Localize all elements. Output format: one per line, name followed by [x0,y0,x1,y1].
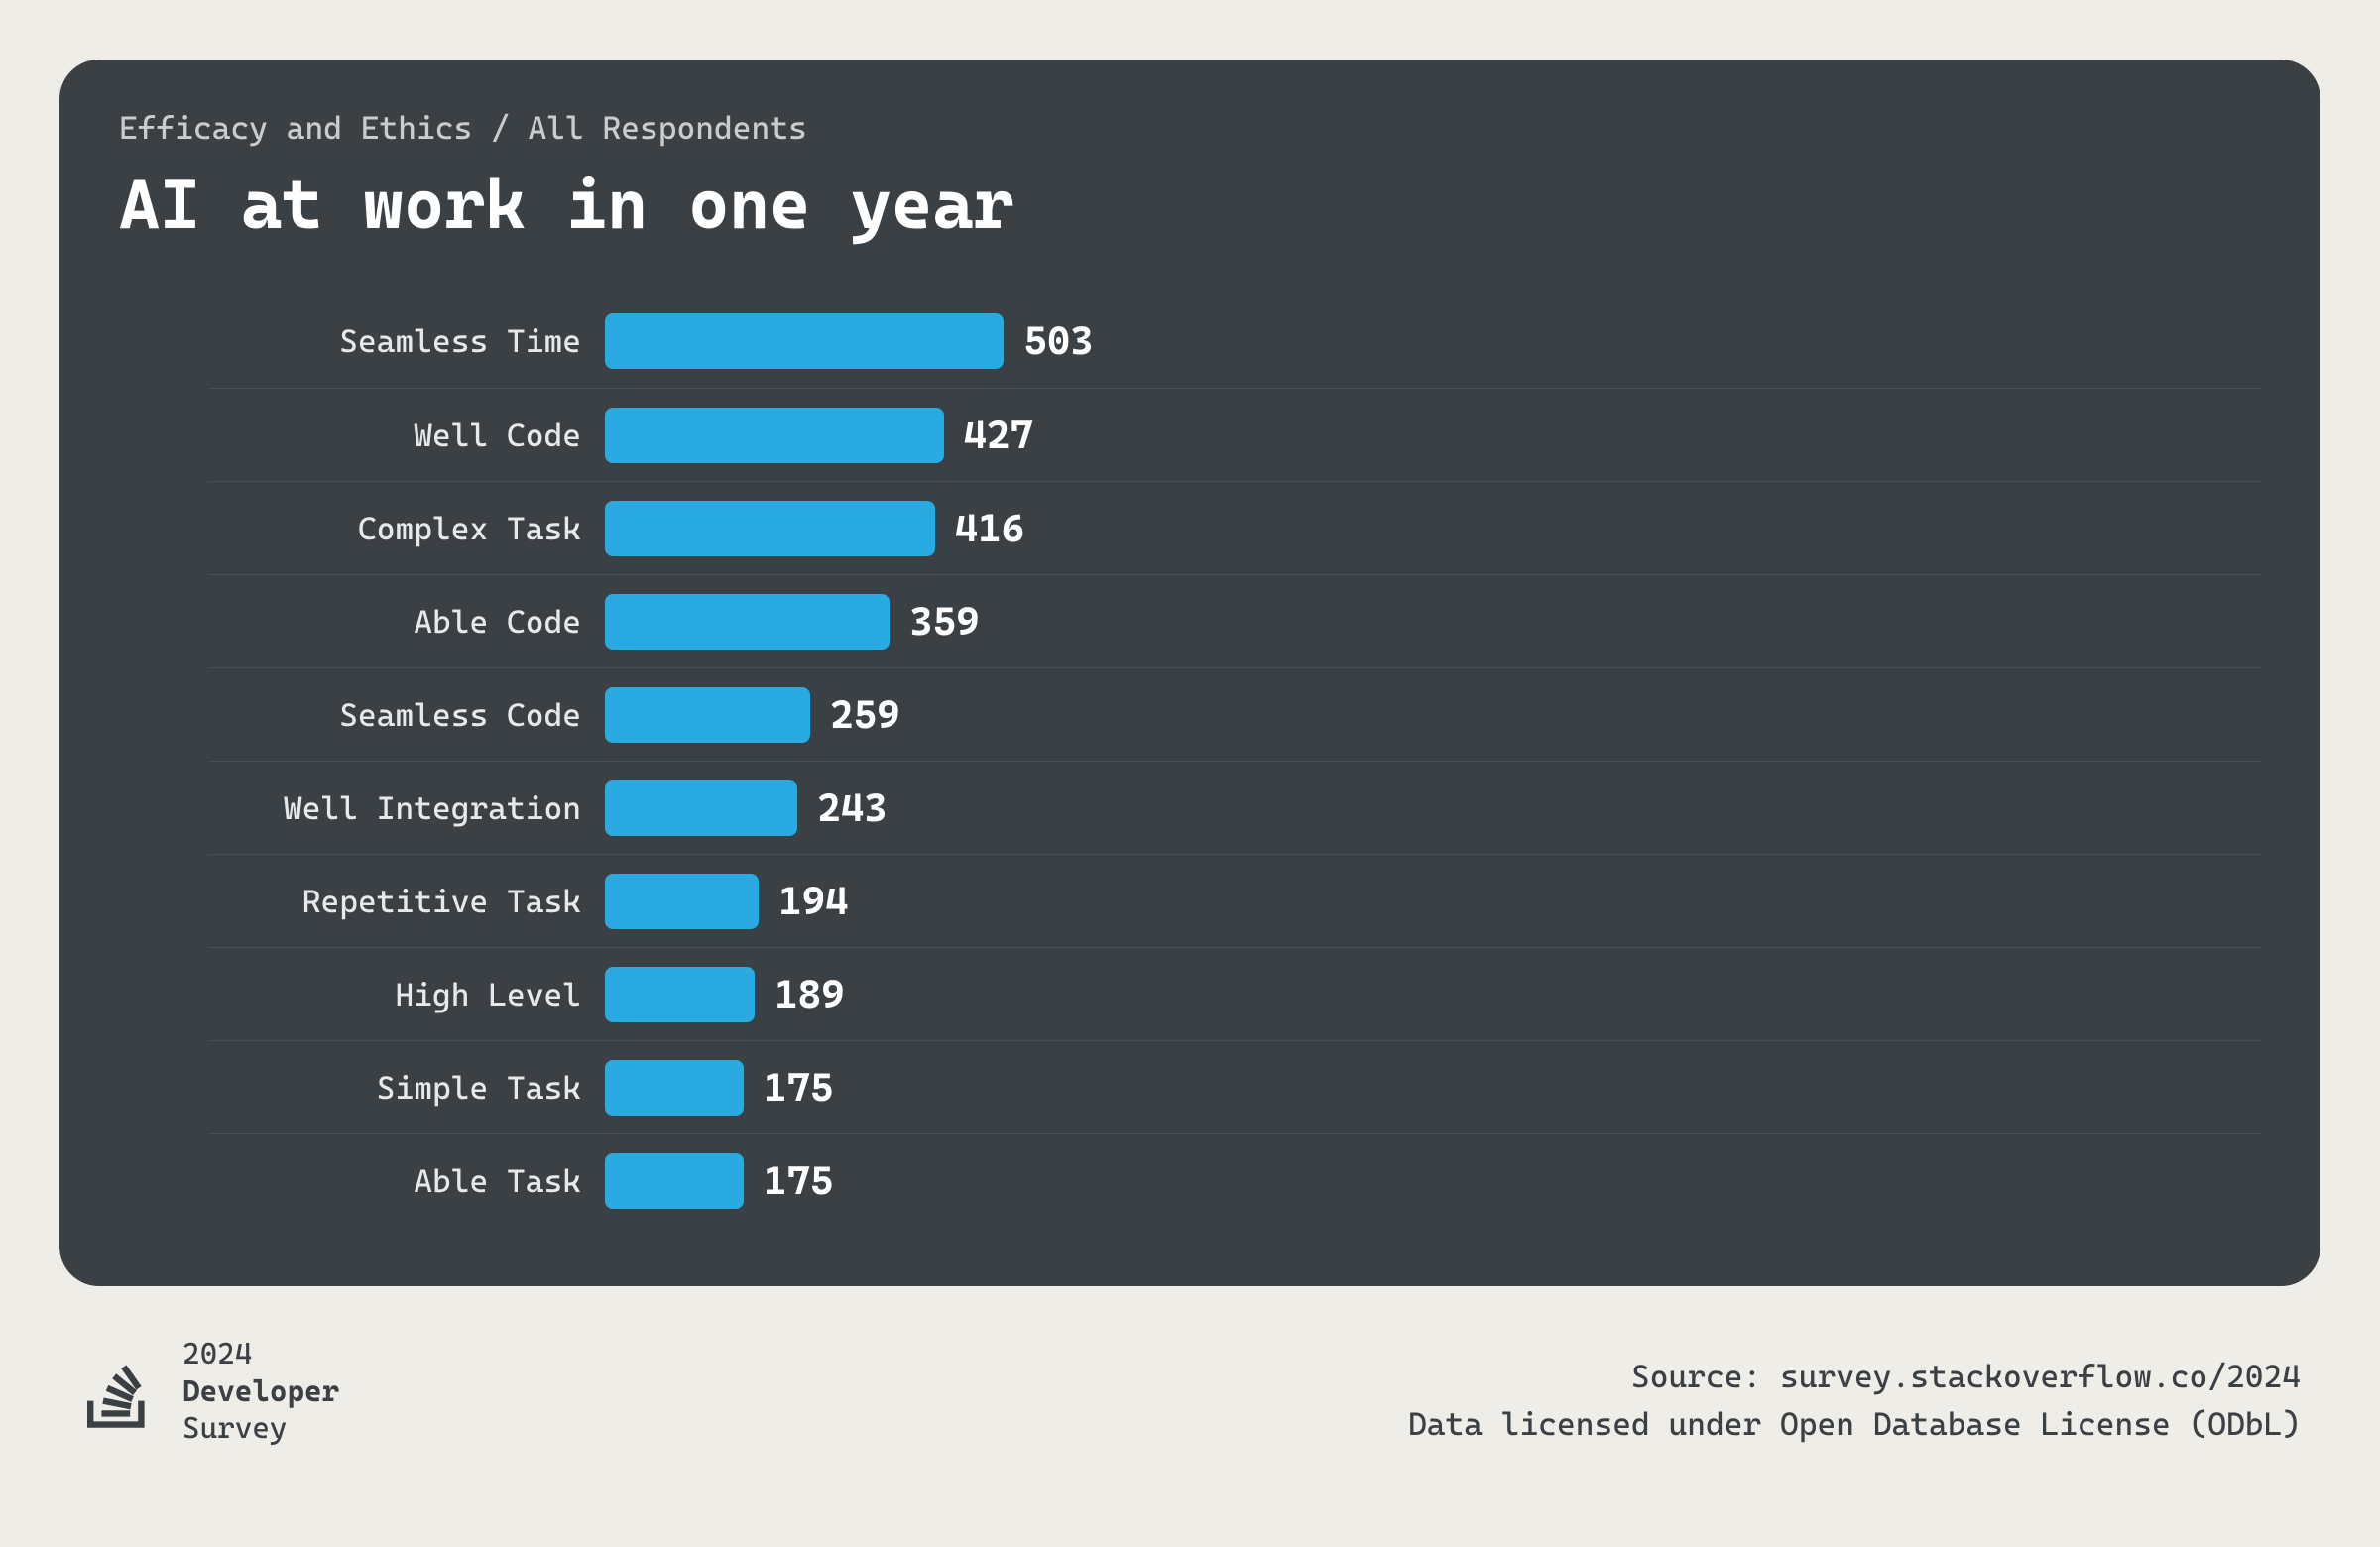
bar-label: Able Task [208,1162,605,1200]
bar-label: Repetitive Task [208,883,605,920]
bar-label: High Level [208,976,605,1013]
bar-label: Seamless Code [208,696,605,734]
bar-label: Complex Task [208,510,605,547]
bar-value: 194 [778,879,848,924]
chart-title: AI at work in one year [119,165,2261,245]
bar-chart: Seamless Time 503 Well Code 427 Complex Task… [119,295,2261,1227]
bar-value: 416 [955,506,1024,551]
bar-track: 175 [605,1153,2261,1209]
chart-row: Complex Task 416 [208,481,2261,574]
bar [605,501,935,556]
bar [605,408,944,463]
bar-value: 259 [830,692,899,738]
chart-row: Able Code 359 [208,574,2261,667]
footer-source: Source: survey.stackoverflow.co/2024 [1408,1353,2301,1400]
footer-license: Data licensed under Open Database Licens… [1408,1400,2301,1448]
footer: 2024 Developer Survey Source: survey.sta… [60,1286,2320,1448]
bar-track: 427 [605,408,2261,463]
chart-row: Seamless Time 503 [208,295,2261,388]
bar [605,874,759,929]
bar-track: 175 [605,1060,2261,1116]
bar [605,594,890,650]
bar [605,967,755,1022]
bar-value: 359 [909,599,979,645]
bar-track: 259 [605,687,2261,743]
bar-label: Simple Task [208,1069,605,1107]
chart-row: Well Integration 243 [208,761,2261,854]
footer-year: 2024 [182,1336,339,1373]
bar-track: 243 [605,780,2261,836]
footer-branding: 2024 Developer Survey [79,1336,339,1448]
bar [605,1153,744,1209]
bar-track: 503 [605,313,2261,369]
bar-value: 175 [764,1065,833,1111]
bar-value: 189 [774,972,844,1017]
bar [605,687,810,743]
breadcrumb: Efficacy and Ethics / All Respondents [119,109,2261,147]
bar-value: 427 [964,413,1033,458]
chart-row: Repetitive Task 194 [208,854,2261,947]
bar-track: 359 [605,594,2261,650]
footer-line2: Survey [182,1410,339,1448]
chart-row: Simple Task 175 [208,1040,2261,1133]
bar [605,313,1004,369]
bar-track: 189 [605,967,2261,1022]
chart-card: Efficacy and Ethics / All Respondents AI… [60,60,2320,1286]
chart-row: High Level 189 [208,947,2261,1040]
bar-label: Able Code [208,603,605,641]
chart-row: Seamless Code 259 [208,667,2261,761]
bar-track: 194 [605,874,2261,929]
bar-value: 503 [1023,318,1093,364]
footer-label: 2024 Developer Survey [182,1336,339,1448]
bar [605,780,797,836]
bar [605,1060,744,1116]
footer-line1: Developer [182,1373,339,1411]
bar-value: 175 [764,1158,833,1204]
chart-row: Well Code 427 [208,388,2261,481]
footer-attribution: Source: survey.stackoverflow.co/2024 Dat… [1408,1353,2301,1448]
bar-label: Well Code [208,416,605,454]
bar-label: Seamless Time [208,322,605,360]
bar-track: 416 [605,501,2261,556]
stackoverflow-logo-icon [79,1352,159,1431]
bar-label: Well Integration [208,789,605,827]
bar-value: 243 [817,785,887,831]
chart-row: Able Task 175 [208,1133,2261,1227]
